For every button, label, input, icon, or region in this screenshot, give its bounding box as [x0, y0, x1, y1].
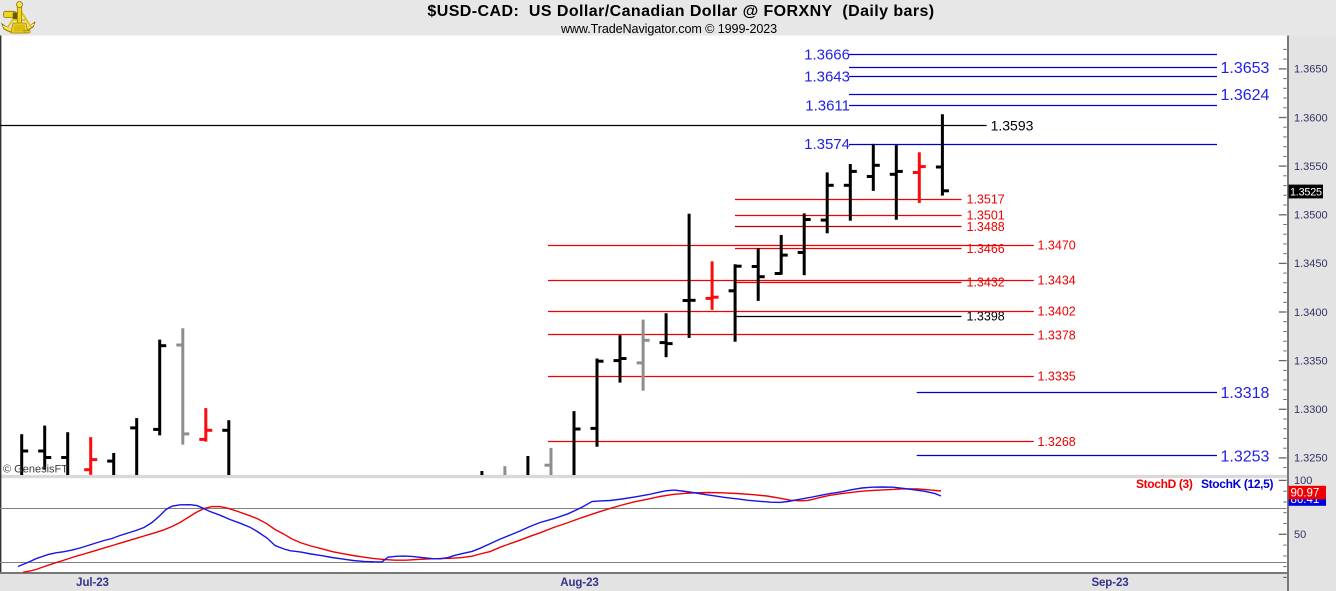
svg-text:1.3517: 1.3517	[967, 192, 1005, 206]
svg-text:1.3666: 1.3666	[804, 46, 850, 63]
svg-text:StochD (3): StochD (3)	[1136, 477, 1193, 491]
svg-text:1.3653: 1.3653	[1221, 60, 1270, 77]
svg-text:StochK (12,5): StochK (12,5)	[1201, 477, 1273, 491]
svg-text:$USD-CAD: US Dollar/Canadian: $USD-CAD: US Dollar/Canadian Dollar @ FO…	[427, 3, 934, 20]
svg-text:90.97: 90.97	[1291, 488, 1320, 500]
svg-text:1.3253: 1.3253	[1221, 448, 1270, 465]
svg-text:1.3525: 1.3525	[1290, 186, 1322, 198]
svg-text:1.3643: 1.3643	[804, 68, 850, 85]
svg-text:50: 50	[1294, 529, 1306, 541]
svg-text:1.3432: 1.3432	[967, 275, 1005, 289]
svg-text:1.3398: 1.3398	[967, 309, 1005, 323]
svg-text:Aug-23: Aug-23	[560, 577, 598, 589]
svg-text:www.TradeNavigator.com © 1999-: www.TradeNavigator.com © 1999-2023	[560, 22, 777, 36]
svg-text:1.3600: 1.3600	[1294, 112, 1328, 124]
svg-text:1.3624: 1.3624	[1221, 87, 1270, 104]
svg-text:Jul-23: Jul-23	[76, 577, 109, 589]
svg-text:1.3574: 1.3574	[804, 136, 850, 153]
svg-text:1.3350: 1.3350	[1294, 355, 1328, 367]
svg-text:1.3434: 1.3434	[1038, 273, 1076, 287]
svg-text:1.3250: 1.3250	[1294, 453, 1328, 465]
svg-text:1.3318: 1.3318	[1221, 385, 1270, 402]
svg-text:1.3378: 1.3378	[1038, 328, 1076, 342]
svg-text:Sep-23: Sep-23	[1091, 577, 1128, 589]
svg-text:1.3593: 1.3593	[991, 117, 1034, 133]
svg-text:1.3268: 1.3268	[1038, 435, 1076, 449]
svg-text:1.3501: 1.3501	[967, 209, 1005, 223]
svg-text:© GenesisFT: © GenesisFT	[3, 464, 68, 476]
svg-text:100: 100	[1294, 475, 1312, 487]
svg-text:1.3650: 1.3650	[1294, 64, 1328, 76]
svg-text:1.3470: 1.3470	[1038, 238, 1076, 252]
svg-text:1.3488: 1.3488	[967, 220, 1005, 234]
svg-text:1.3500: 1.3500	[1294, 210, 1328, 222]
svg-text:1.3402: 1.3402	[1038, 305, 1076, 319]
svg-text:1.3300: 1.3300	[1294, 404, 1328, 416]
svg-text:1.3550: 1.3550	[1294, 161, 1328, 173]
svg-text:1.3466: 1.3466	[967, 242, 1005, 256]
svg-text:1.3335: 1.3335	[1038, 369, 1076, 383]
svg-text:1.3400: 1.3400	[1294, 307, 1328, 319]
svg-text:1.3611: 1.3611	[805, 98, 850, 115]
svg-text:1.3450: 1.3450	[1294, 258, 1328, 270]
